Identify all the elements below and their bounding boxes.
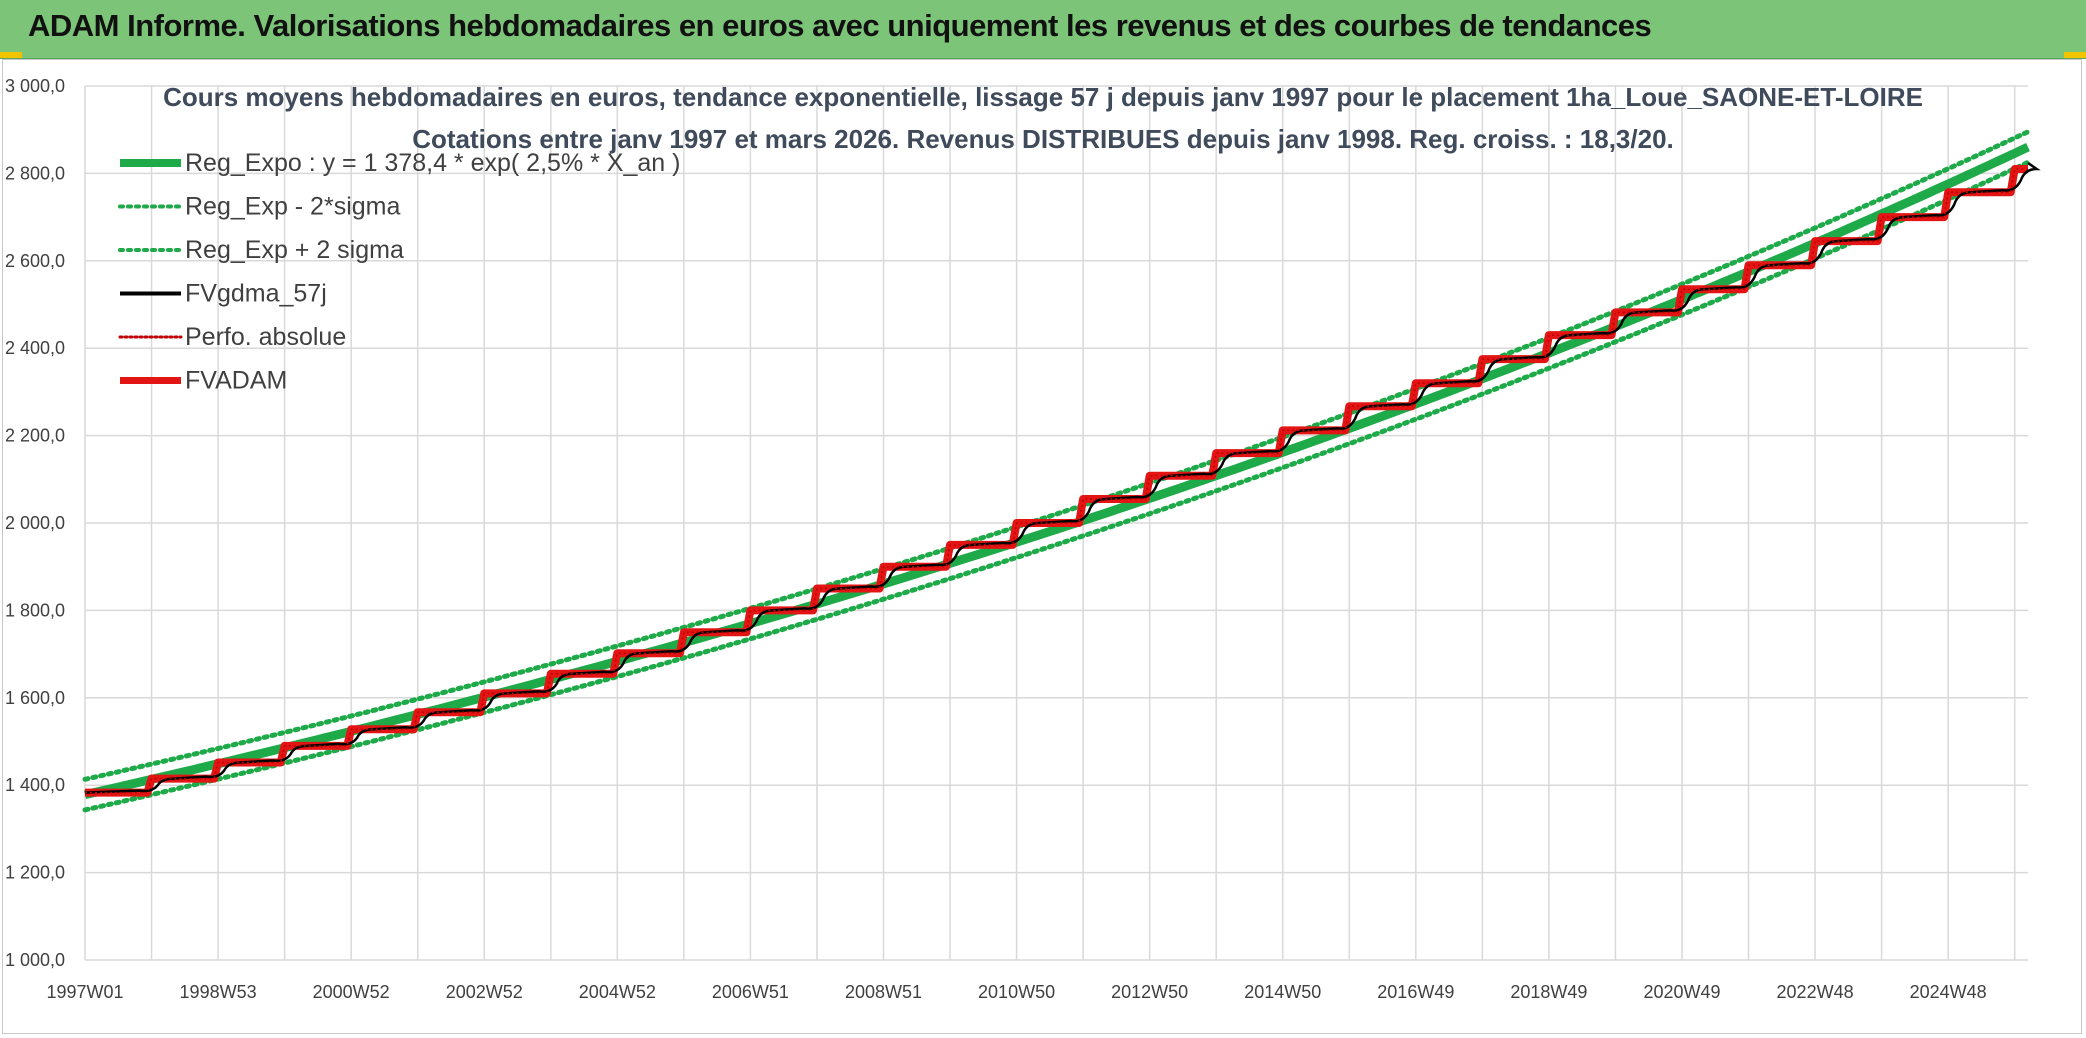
x-tick-label: 2002W52	[446, 982, 523, 1002]
y-tick-label: 1 400,0	[5, 775, 65, 795]
x-tick-label: 1998W53	[180, 982, 257, 1002]
x-tick-label: 2008W51	[845, 982, 922, 1002]
legend-label-reg_minus: Reg_Exp - 2*sigma	[185, 193, 400, 221]
series-perfo-absolue	[85, 168, 2028, 794]
y-tick-label: 1 800,0	[5, 600, 65, 620]
x-tick-label: 2010W50	[978, 982, 1055, 1002]
chart-area: Cours moyens hebdomadaires en euros, ten…	[2, 59, 2082, 1034]
series-fvgdma-57j	[84, 161, 2041, 794]
x-tick-label: 2014W50	[1244, 982, 1321, 1002]
x-axis-ticks: 1997W01 1998W53 2000W52 2002W52 2004W52 2006W…	[46, 982, 1986, 1002]
legend-label-reg_expo: Reg_Expo : y = 1 378,4 * exp( 2,5% * X_a…	[185, 149, 680, 177]
y-tick-label: 2 200,0	[5, 426, 65, 446]
chart-series	[82, 129, 2041, 813]
chart-legend: Reg_Expo : y = 1 378,4 * exp( 2,5% * X_a…	[118, 149, 680, 395]
x-tick-label: 2012W50	[1111, 982, 1188, 1002]
series-reg-plus-2sigma	[82, 129, 2031, 782]
legend-label-reg_plus: Reg_Exp + 2 sigma	[185, 236, 404, 264]
chart-title-line-2: Cotations entre janv 1997 et mars 2026. …	[412, 124, 1674, 154]
y-tick-label: 2 000,0	[5, 513, 65, 533]
y-tick-label: 2 800,0	[5, 163, 65, 183]
x-tick-label: 2018W49	[1510, 982, 1587, 1002]
chart-title-line-1: Cours moyens hebdomadaires en euros, ten…	[163, 82, 1923, 112]
legend-label-fvadam: FVADAM	[185, 367, 287, 395]
header-corner-left	[0, 52, 22, 58]
report-header: ADAM Informe. Valorisations hebdomadaire…	[0, 0, 2086, 59]
line-chart: Cours moyens hebdomadaires en euros, ten…	[5, 76, 2041, 1002]
y-tick-label: 1 600,0	[5, 688, 65, 708]
y-tick-label: 1 000,0	[5, 950, 65, 970]
y-axis-ticks: 1 000,0 1 200,0 1 400,0 1 600,0 1 800,0 2 000…	[5, 76, 65, 970]
x-tick-label: 2004W52	[579, 982, 656, 1002]
header-corner-right	[2064, 52, 2086, 58]
y-tick-label: 2 600,0	[5, 251, 65, 271]
x-tick-label: 1997W01	[46, 982, 123, 1002]
y-tick-label: 2 400,0	[5, 338, 65, 358]
legend-label-perfo: Perfo. absolue	[185, 323, 346, 351]
x-tick-label: 2016W49	[1377, 982, 1454, 1002]
x-tick-label: 2020W49	[1643, 982, 1720, 1002]
x-tick-label: 2022W48	[1777, 982, 1854, 1002]
legend-label-fvgdma: FVgdma_57j	[185, 280, 327, 308]
y-tick-label: 3 000,0	[5, 76, 65, 96]
x-tick-label: 2024W48	[1910, 982, 1987, 1002]
y-tick-label: 1 200,0	[5, 863, 65, 883]
chart-title: Cours moyens hebdomadaires en euros, ten…	[163, 82, 1923, 154]
x-tick-label: 2000W52	[313, 982, 390, 1002]
x-tick-label: 2006W51	[712, 982, 789, 1002]
chart-grid	[84, 85, 2028, 961]
report-title: ADAM Informe. Valorisations hebdomadaire…	[28, 8, 1652, 43]
